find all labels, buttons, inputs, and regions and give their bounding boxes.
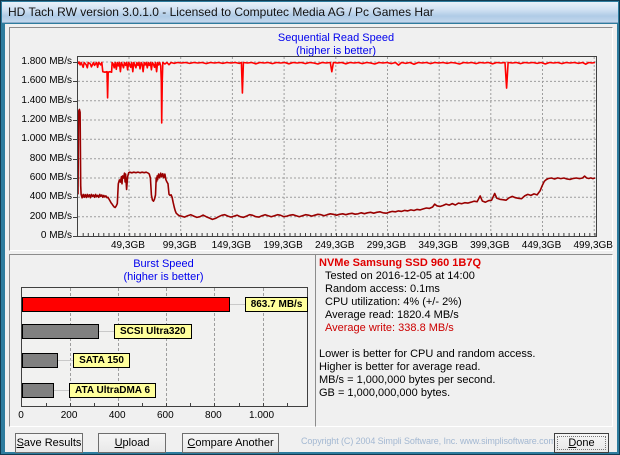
burst-gridline bbox=[262, 288, 264, 406]
sequential-speed-panel: Sequential Read Speed (higher is better)… bbox=[9, 27, 613, 251]
seq-y-tick-label: 1.800 MB/s bbox=[21, 56, 72, 68]
burst-minor-tick bbox=[286, 403, 288, 406]
burst-gridline bbox=[166, 288, 168, 406]
compare-another-drive-button[interactable]: Compare Another Drive bbox=[182, 433, 279, 453]
save-results-button[interactable]: Save Results bbox=[15, 433, 83, 453]
tested-on: Tested on 2016-12-05 at 14:00 bbox=[325, 270, 475, 282]
window-title: HD Tach RW version 3.0.1.0 - Licensed to… bbox=[8, 5, 434, 19]
note-mbs-definition: MB/s = 1,000,000 bytes per second. bbox=[319, 374, 496, 386]
burst-chart-subtitle: (higher is better) bbox=[123, 271, 204, 283]
copyright-text: Copyright (C) 2004 Simpli Software, Inc.… bbox=[301, 436, 556, 446]
burst-minor-tick bbox=[190, 403, 192, 406]
seq-x-tick-label: 399,3GB bbox=[470, 240, 510, 251]
drive-name: NVMe Samsung SSD 960 1B7Q bbox=[319, 257, 482, 269]
seq-y-tick-label: 1.600 MB/s bbox=[21, 75, 72, 87]
seq-y-tick bbox=[73, 100, 77, 102]
sequential-write-line bbox=[77, 108, 596, 221]
burst-x-tick-label: 1.000 bbox=[248, 410, 275, 421]
burst-x-tick-label: 0 bbox=[18, 410, 24, 421]
burst-bar-3 bbox=[22, 383, 54, 398]
upload-results-button[interactable]: Upload Results bbox=[98, 433, 166, 453]
burst-bar-1 bbox=[22, 324, 99, 339]
seq-x-tick-label: 499,3GB bbox=[573, 240, 613, 251]
seq-y-tick bbox=[73, 81, 77, 83]
burst-minor-tick bbox=[70, 403, 72, 406]
seq-y-tick bbox=[73, 236, 77, 237]
burst-bar-label: 863.7 MB/s bbox=[244, 297, 309, 312]
seq-y-tick-label: 600 MB/s bbox=[29, 172, 72, 183]
sequential-chart-title-line: Sequential Read Speed bbox=[277, 32, 395, 44]
seq-y-tick-label: 1.000 MB/s bbox=[21, 133, 72, 145]
burst-gridline bbox=[118, 288, 120, 406]
bar-label-connector bbox=[58, 360, 74, 361]
done-button-label: Done bbox=[568, 437, 595, 449]
seq-y-tick bbox=[73, 197, 77, 199]
burst-gridline bbox=[214, 288, 216, 406]
seq-y-tick-label: 400 MB/s bbox=[29, 191, 72, 203]
burst-minor-tick bbox=[166, 403, 168, 406]
seq-x-tick-label: 449,3GB bbox=[521, 240, 562, 251]
sequential-plot bbox=[77, 56, 597, 237]
burst-minor-tick bbox=[142, 403, 144, 406]
seq-y-tick bbox=[73, 62, 77, 64]
seq-y-tick-label: 1.200 MB/s bbox=[21, 114, 72, 126]
sequential-chart-subtitle: (higher is better) bbox=[295, 45, 377, 57]
drive-info-panel: NVMe Samsung SSD 960 1B7Q Tested on 2016… bbox=[315, 254, 613, 427]
burst-minor-tick bbox=[262, 403, 264, 406]
seq-y-tick bbox=[73, 216, 77, 218]
average-write: Average write: 338.8 MB/s bbox=[325, 322, 454, 334]
random-access: Random access: 0.1ms bbox=[325, 283, 440, 295]
burst-minor-tick bbox=[118, 403, 120, 406]
burst-bar-0 bbox=[22, 297, 230, 312]
burst-x-tick-label: 800 bbox=[205, 410, 222, 421]
burst-x-tick-label: 400 bbox=[108, 410, 126, 421]
seq-y-tick bbox=[73, 139, 77, 141]
burst-bar-label: ATA UltraDMA 6 bbox=[69, 383, 156, 398]
seq-x-tick-label: 99,3GB bbox=[162, 240, 197, 251]
seq-y-tick bbox=[73, 158, 77, 160]
bar-label-connector bbox=[99, 331, 114, 332]
seq-x-tick-label: 49,3GB bbox=[111, 240, 145, 251]
sequential-chart-title: Sequential Read Speed (higher is better) bbox=[77, 32, 595, 58]
seq-x-tick-label: 349,3GB bbox=[418, 240, 458, 251]
done-button[interactable]: Done bbox=[554, 433, 609, 453]
burst-bar-label: SCSI Ultra320 bbox=[114, 324, 192, 339]
client-area: Sequential Read Speed (higher is better)… bbox=[5, 24, 617, 453]
burst-x-tick-label: 200 bbox=[60, 410, 78, 421]
average-read: Average read: 1820.4 MB/s bbox=[325, 309, 459, 321]
seq-y-tick bbox=[73, 178, 77, 179]
note-lower-better: Lower is better for CPU and random acces… bbox=[319, 348, 536, 360]
drive-info-text: NVMe Samsung SSD 960 1B7Q Tested on 2016… bbox=[319, 257, 610, 400]
cpu-utilization: CPU utilization: 4% (+/- 2%) bbox=[325, 296, 462, 308]
burst-minor-tick bbox=[214, 403, 216, 406]
burst-chart-title-line: Burst Speed bbox=[133, 258, 194, 270]
burst-bar-label: SATA 150 bbox=[73, 353, 130, 368]
burst-bar-2 bbox=[22, 353, 59, 368]
seq-y-tick-label: 800 MB/s bbox=[29, 152, 72, 164]
note-higher-better: Higher is better for average read. bbox=[319, 361, 481, 373]
burst-speed-panel: Burst Speed (higher is better) 863.7 MB/… bbox=[9, 254, 316, 427]
bar-label-connector bbox=[54, 390, 69, 391]
spacer bbox=[319, 335, 610, 348]
burst-chart-title: Burst Speed (higher is better) bbox=[21, 258, 306, 284]
seq-y-tick-label: 200 MB/s bbox=[29, 210, 72, 222]
seq-y-tick-label: 1.400 MB/s bbox=[21, 94, 72, 106]
seq-x-tick-label: 299,3GB bbox=[366, 240, 407, 251]
bar-label-connector bbox=[229, 304, 245, 305]
note-gb-definition: GB = 1,000,000,000 bytes. bbox=[319, 387, 451, 399]
burst-minor-tick bbox=[46, 403, 48, 406]
seq-y-tick bbox=[73, 120, 77, 122]
burst-x-tick-label: 600 bbox=[156, 410, 174, 421]
seq-x-tick-label: 249,3GB bbox=[315, 240, 355, 251]
seq-x-tick-label: 199,3GB bbox=[263, 240, 303, 251]
title-bar[interactable]: HD Tach RW version 3.0.1.0 - Licensed to… bbox=[2, 2, 618, 23]
burst-minor-tick bbox=[238, 403, 240, 406]
burst-minor-tick bbox=[94, 403, 96, 406]
sequential-read-line bbox=[77, 61, 596, 124]
burst-plot: 863.7 MB/s SCSI Ultra320 SATA 150 ATA Ultra… bbox=[21, 287, 309, 407]
seq-y-tick-label: 0 MB/s bbox=[40, 230, 72, 241]
seq-x-tick-label: 149,3GB bbox=[211, 240, 252, 251]
burst-gridline bbox=[70, 288, 72, 406]
